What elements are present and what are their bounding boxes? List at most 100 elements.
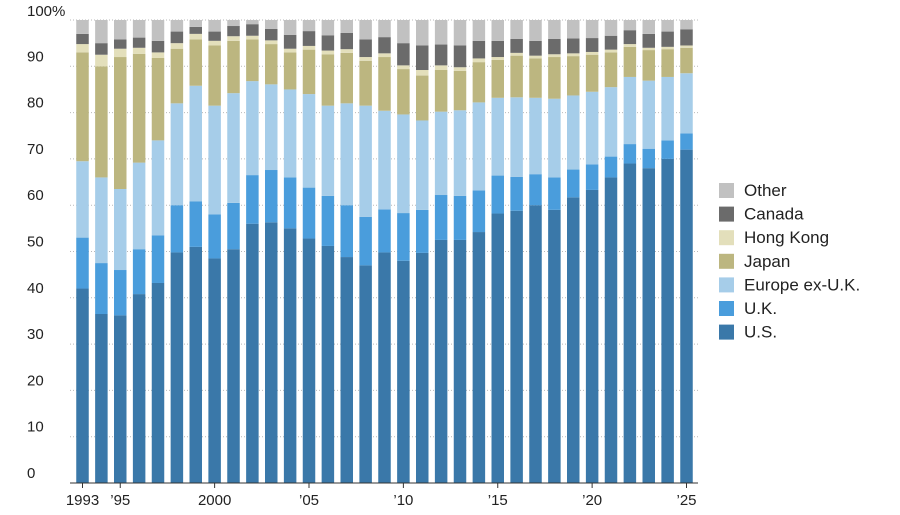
bar-segment bbox=[661, 31, 674, 47]
bar-segment bbox=[340, 52, 353, 104]
bar-segment bbox=[114, 39, 127, 49]
bar-segment bbox=[453, 70, 467, 111]
legend-swatch bbox=[719, 277, 734, 293]
bar-segment bbox=[378, 110, 391, 210]
bar-segment bbox=[76, 288, 89, 483]
x-tick-label: ’15 bbox=[488, 492, 508, 509]
bar-segment bbox=[434, 195, 448, 240]
bar-segment bbox=[397, 65, 410, 70]
bar-segment bbox=[189, 85, 202, 202]
bar-segment bbox=[434, 70, 448, 112]
bar-segment bbox=[227, 249, 240, 483]
bar-segment bbox=[189, 246, 202, 483]
bar-segment bbox=[642, 148, 655, 169]
bar-segment bbox=[302, 238, 316, 483]
bar-segment bbox=[623, 20, 637, 31]
bar-segment bbox=[132, 294, 146, 483]
bar-segment bbox=[359, 216, 372, 266]
bar-segment bbox=[585, 91, 599, 165]
bar-segment bbox=[472, 102, 486, 191]
bar-segment bbox=[321, 105, 335, 196]
bar-segment bbox=[604, 35, 618, 50]
bar-segment bbox=[340, 20, 353, 33]
bar-segment bbox=[265, 20, 278, 29]
bar-segment bbox=[189, 26, 202, 34]
bar-segment bbox=[76, 20, 89, 34]
bar-segment bbox=[397, 114, 410, 214]
bar-segment bbox=[567, 169, 580, 198]
bar-segment bbox=[680, 29, 693, 46]
bar-segment bbox=[189, 33, 202, 40]
bar-segment bbox=[680, 45, 693, 48]
bar-segment bbox=[585, 164, 599, 190]
bar-segment bbox=[510, 210, 523, 483]
bar-segment bbox=[114, 270, 127, 316]
bar-segment bbox=[472, 190, 486, 233]
bar-segment bbox=[378, 37, 391, 54]
bar-segment bbox=[548, 54, 561, 58]
bar-segment bbox=[265, 40, 278, 45]
bar-segment bbox=[397, 213, 410, 261]
bar-segment bbox=[359, 57, 372, 61]
bar-segment bbox=[604, 49, 618, 53]
bar-segment bbox=[472, 40, 486, 59]
y-tick-label: 0 bbox=[27, 465, 35, 482]
y-tick-label: 30 bbox=[27, 326, 44, 343]
bar-segment bbox=[265, 170, 278, 223]
bar-segment bbox=[548, 177, 561, 210]
bar-segment bbox=[680, 20, 693, 30]
bar-segment bbox=[359, 60, 372, 106]
bar-segment bbox=[434, 20, 448, 45]
bar-segment bbox=[246, 81, 259, 176]
bar-segment bbox=[114, 189, 127, 271]
x-tick-label: 1993 bbox=[66, 492, 99, 509]
bar-segment bbox=[227, 36, 240, 41]
x-tick-label: ’20 bbox=[582, 492, 602, 509]
legend-label: U.K. bbox=[744, 299, 777, 318]
bars bbox=[76, 20, 693, 484]
bar-segment bbox=[340, 103, 353, 206]
bar-segment bbox=[434, 44, 448, 66]
bar-segment bbox=[642, 47, 655, 51]
y-tick-label: 70 bbox=[27, 141, 44, 158]
bar-segment bbox=[283, 20, 297, 35]
bar-segment bbox=[95, 314, 108, 483]
bar-segment bbox=[170, 31, 184, 44]
bar-segment bbox=[642, 33, 655, 48]
bar-segment bbox=[510, 38, 523, 53]
bar-segment bbox=[397, 260, 410, 483]
bar-segment bbox=[189, 20, 202, 27]
bar-segment bbox=[321, 35, 335, 51]
bar-segment bbox=[114, 48, 127, 58]
bar-segment bbox=[680, 47, 693, 74]
legend-label: Hong Kong bbox=[744, 228, 829, 247]
bar-segment bbox=[416, 70, 429, 76]
legend: Other Canada Hong Kong Japan Europe ex-U.K. U… bbox=[719, 181, 860, 342]
bar-segment bbox=[378, 53, 391, 58]
bar-segment bbox=[321, 20, 335, 36]
bar-segment bbox=[661, 158, 674, 483]
bar-segment bbox=[265, 222, 278, 483]
bar-segment bbox=[567, 53, 580, 57]
bar-segment bbox=[246, 39, 259, 82]
bar-segment bbox=[661, 49, 674, 77]
bar-segment bbox=[510, 55, 523, 98]
bar-segment bbox=[359, 265, 372, 483]
bar-segment bbox=[208, 214, 221, 259]
bar-segment bbox=[397, 20, 410, 44]
y-tick-label: 10 bbox=[27, 419, 44, 436]
bar-segment bbox=[170, 48, 184, 104]
bar-segment bbox=[510, 20, 523, 39]
legend-swatch bbox=[719, 206, 734, 222]
legend-label: Canada bbox=[744, 205, 804, 224]
bar-segment bbox=[548, 20, 561, 39]
bar-segment bbox=[170, 43, 184, 49]
bar-segment bbox=[434, 111, 448, 196]
bar-segment bbox=[491, 59, 504, 98]
bar-segment bbox=[548, 57, 561, 99]
bar-segment bbox=[208, 20, 221, 32]
bar-segment bbox=[680, 149, 693, 483]
bar-segment bbox=[416, 252, 429, 483]
bar-segment bbox=[208, 258, 221, 483]
bar-segment bbox=[170, 252, 184, 483]
